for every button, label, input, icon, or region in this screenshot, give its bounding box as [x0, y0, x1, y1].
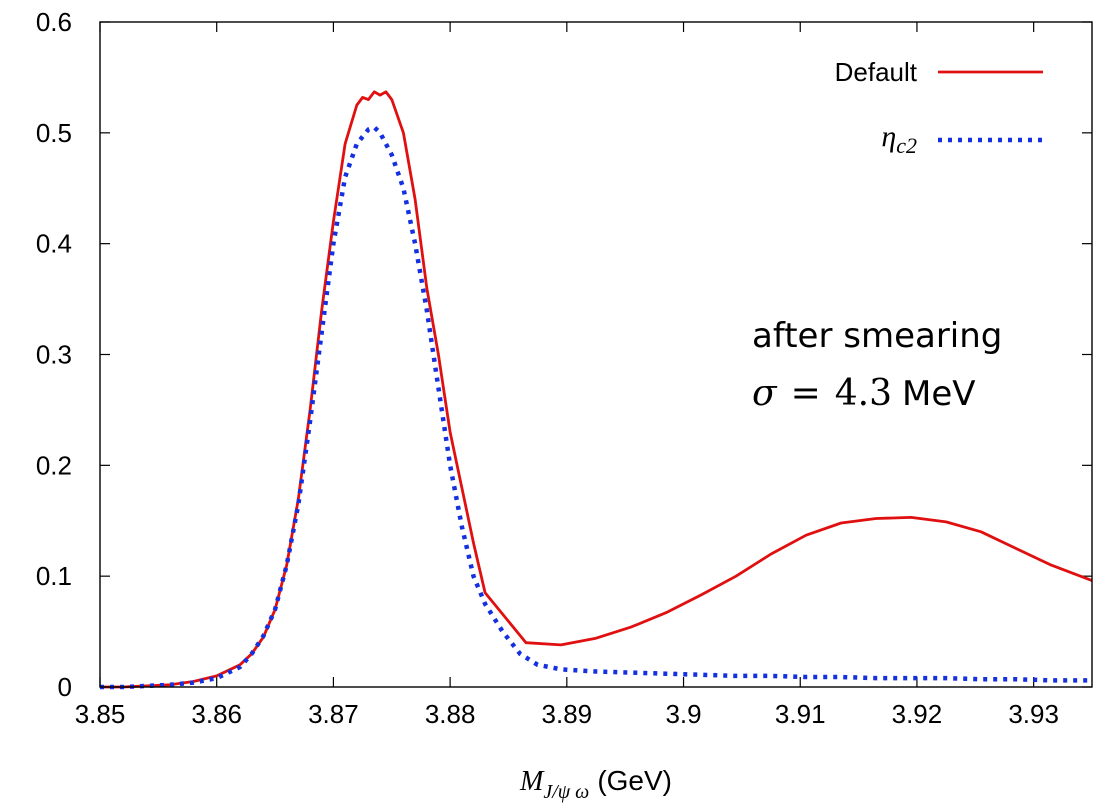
annotation-line1: after smearing [752, 316, 1002, 356]
y-tick-label: 0.5 [36, 118, 72, 148]
legend-eta-subscript: c2 [896, 133, 917, 158]
x-tick-label: 3.86 [191, 699, 242, 729]
annotation-sigma-unit: MeV [902, 374, 976, 414]
series-layer [100, 90, 1093, 690]
y-tick-label: 0.4 [36, 229, 72, 259]
y-tick-label: 0 [58, 672, 72, 702]
axis-ticks [99, 21, 1092, 688]
plot-frame [99, 21, 1093, 688]
legend: Default ηc2 [835, 57, 1043, 158]
annotation-sigma-value: 4.3 [835, 373, 892, 414]
series-line-eta-c2 [100, 125, 1092, 690]
x-axis-label-unit: (GeV) [597, 765, 672, 796]
annotation-line2: σ = 4.3 MeV [752, 373, 976, 414]
x-axis-label-symbol: M [519, 766, 545, 797]
x-tick-label: 3.87 [308, 699, 359, 729]
y-tick-label: 0.3 [36, 340, 72, 370]
annotation: after smearing σ = 4.3 MeV [752, 316, 1002, 414]
tick-labels: 3.85 3.86 3.87 3.88 3.89 3.9 3.91 3.92 3.93 0 0.1 0… [36, 7, 1059, 729]
x-tick-label: 3.89 [542, 699, 593, 729]
y-tick-label: 0.2 [36, 450, 72, 480]
y-tick-label: 0.1 [36, 561, 72, 591]
x-axis-label-subscript: J/ψ ω [543, 781, 589, 803]
legend-label-default: Default [835, 57, 918, 87]
x-axis-label: MJ/ψ ω (GeV) [519, 765, 672, 803]
legend-eta-symbol: η [881, 120, 896, 153]
x-tick-label: 3.88 [425, 699, 476, 729]
annotation-sigma-symbol: σ [752, 373, 778, 414]
x-tick-label: 3.9 [665, 699, 701, 729]
y-tick-label: 0.6 [36, 7, 72, 37]
legend-label-eta-c2: ηc2 [881, 120, 917, 158]
series-line-default [100, 90, 1093, 689]
x-tick-label: 3.85 [75, 699, 126, 729]
x-tick-label: 3.91 [775, 699, 826, 729]
x-tick-label: 3.93 [1008, 699, 1059, 729]
annotation-equals: = [791, 373, 821, 414]
x-tick-label: 3.92 [892, 699, 943, 729]
